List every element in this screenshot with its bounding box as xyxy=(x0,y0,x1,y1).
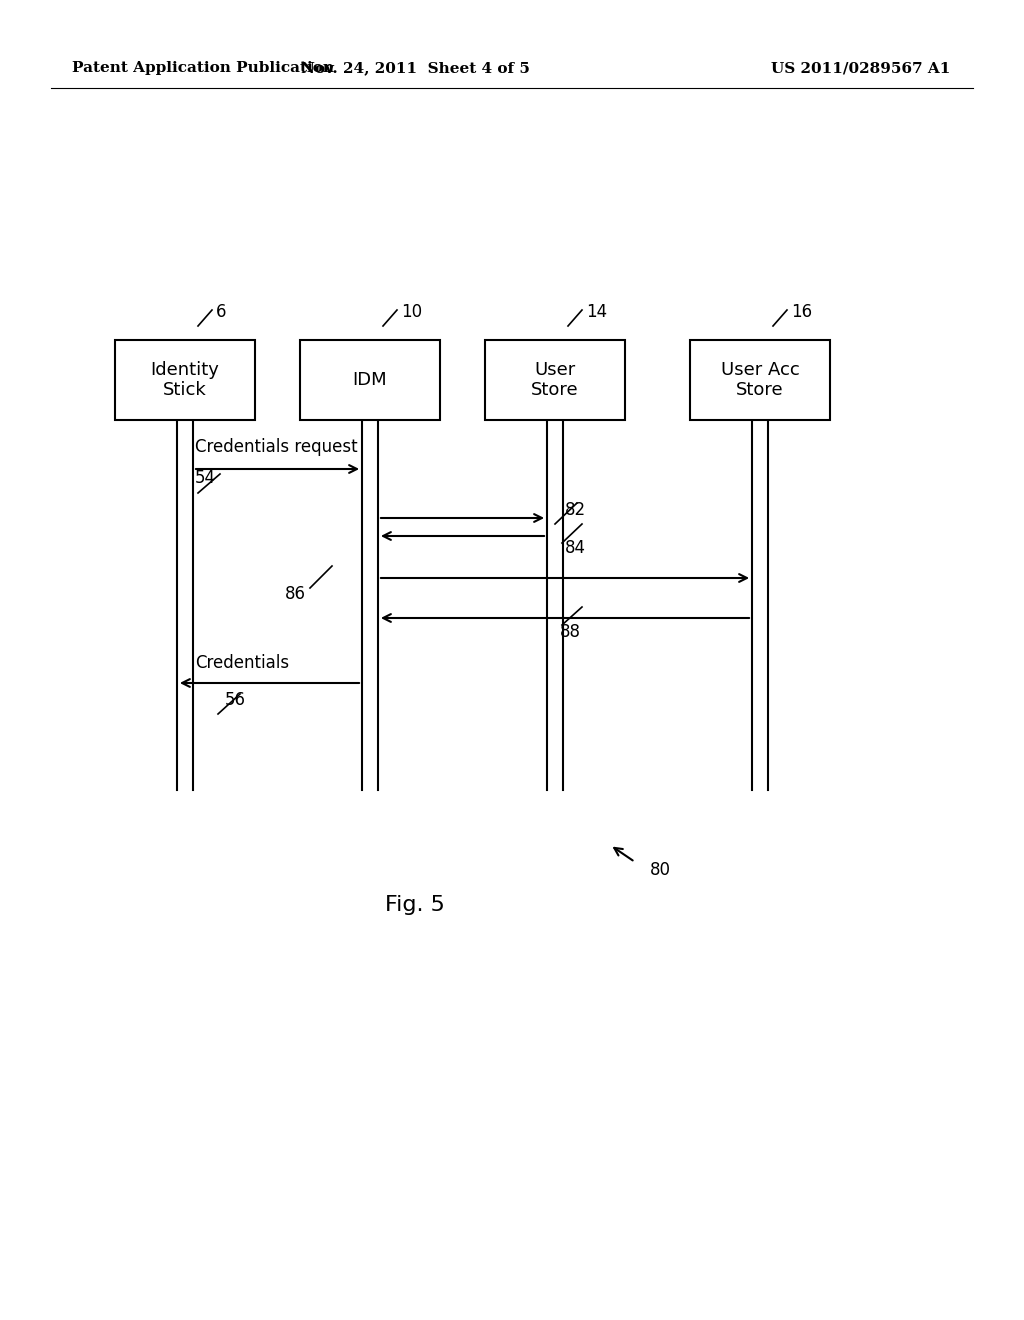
Text: US 2011/0289567 A1: US 2011/0289567 A1 xyxy=(771,61,950,75)
Text: Credentials: Credentials xyxy=(195,653,289,672)
Text: IDM: IDM xyxy=(352,371,387,389)
Text: User
Store: User Store xyxy=(531,360,579,400)
Text: User Acc
Store: User Acc Store xyxy=(721,360,800,400)
Text: Fig. 5: Fig. 5 xyxy=(385,895,445,915)
Text: 88: 88 xyxy=(560,623,581,642)
Bar xyxy=(300,341,440,420)
Text: Nov. 24, 2011  Sheet 4 of 5: Nov. 24, 2011 Sheet 4 of 5 xyxy=(301,61,529,75)
Bar xyxy=(690,341,830,420)
Text: 54: 54 xyxy=(195,469,216,487)
Text: 14: 14 xyxy=(586,304,607,321)
Bar xyxy=(485,341,625,420)
Bar xyxy=(115,341,255,420)
Text: 80: 80 xyxy=(650,861,671,879)
Text: 16: 16 xyxy=(791,304,812,321)
Text: 6: 6 xyxy=(216,304,226,321)
Text: Identity
Stick: Identity Stick xyxy=(151,360,219,400)
Text: 86: 86 xyxy=(285,585,306,603)
Text: Credentials request: Credentials request xyxy=(195,438,357,455)
Text: 82: 82 xyxy=(565,502,586,519)
Text: 10: 10 xyxy=(401,304,422,321)
Text: 56: 56 xyxy=(225,690,246,709)
Text: Patent Application Publication: Patent Application Publication xyxy=(72,61,334,75)
Text: 84: 84 xyxy=(565,539,586,557)
